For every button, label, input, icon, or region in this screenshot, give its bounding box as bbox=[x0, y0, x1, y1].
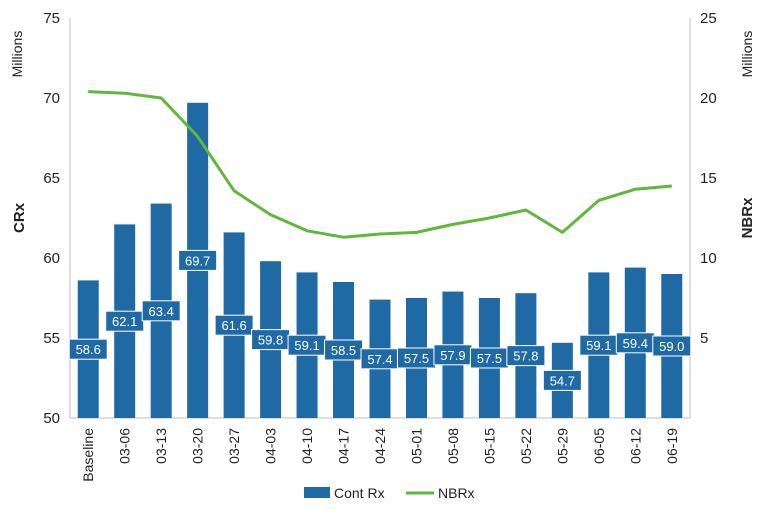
right-tick-label: 15 bbox=[700, 170, 717, 187]
x-category-label: 06-05 bbox=[591, 428, 607, 464]
left-axis-title: CRx bbox=[11, 202, 28, 233]
left-tick-label: 60 bbox=[43, 250, 60, 267]
left-tick-label: 75 bbox=[43, 10, 60, 27]
left-tick-label: 50 bbox=[43, 410, 60, 427]
data-label: 54.7 bbox=[550, 373, 575, 388]
legend-label-cont-rx: Cont Rx bbox=[334, 485, 385, 501]
x-category-label: 04-17 bbox=[336, 428, 352, 464]
bar-data-labels: 58.6 62.1 63.4 69.7 61.6 59.8 59.1 58.5 57.4 57.5… bbox=[68, 249, 692, 391]
data-label: 63.4 bbox=[149, 304, 174, 319]
left-tick-label: 70 bbox=[43, 90, 60, 107]
left-tick-label: 65 bbox=[43, 170, 60, 187]
right-tick-label: 20 bbox=[700, 90, 717, 107]
right-tick-label: 10 bbox=[700, 250, 717, 267]
x-category-label: 03-20 bbox=[190, 428, 206, 464]
data-label: 59.1 bbox=[586, 338, 611, 353]
data-label-box bbox=[542, 369, 582, 391]
data-label: 57.5 bbox=[404, 351, 429, 366]
x-category-label: 05-08 bbox=[445, 428, 461, 464]
x-category-label: 03-27 bbox=[226, 428, 242, 464]
right-axis-unit: Millions bbox=[739, 31, 755, 78]
legend-swatch-cont-rx bbox=[304, 487, 330, 498]
left-axis-unit: Millions bbox=[9, 31, 25, 78]
data-label: 58.5 bbox=[331, 343, 356, 358]
x-category-label: 06-12 bbox=[627, 428, 643, 464]
x-category-label: 05-22 bbox=[518, 428, 534, 464]
x-category-label: 05-01 bbox=[408, 428, 424, 464]
data-label: 59.8 bbox=[258, 333, 283, 348]
data-label-box bbox=[141, 300, 181, 322]
x-category-label: 05-29 bbox=[554, 428, 570, 464]
data-label: 59.1 bbox=[294, 338, 319, 353]
data-label: 59.0 bbox=[659, 339, 684, 354]
data-label: 69.7 bbox=[185, 253, 210, 268]
left-axis: 50 55 60 65 70 75 bbox=[43, 10, 690, 427]
data-label: 62.1 bbox=[112, 314, 137, 329]
data-label-box bbox=[68, 338, 108, 360]
legend-label-nbrx: NBRx bbox=[438, 485, 475, 501]
right-axis-title: NBRx bbox=[739, 197, 756, 238]
x-axis-categories: Baseline 03-06 03-13 03-20 03-27 04-03 04-10 04… bbox=[80, 428, 680, 482]
data-label-box bbox=[652, 335, 692, 357]
data-label-box bbox=[178, 249, 218, 271]
legend: Cont Rx NBRx bbox=[304, 485, 475, 501]
right-tick-label: 5 bbox=[700, 330, 708, 347]
data-label-box bbox=[506, 345, 546, 367]
x-category-label: 04-03 bbox=[263, 428, 279, 464]
data-label: 59.4 bbox=[623, 336, 648, 351]
nbrx-line bbox=[88, 90, 672, 239]
right-axis: 5 10 15 20 25 bbox=[689, 10, 717, 418]
x-category-label: Baseline bbox=[80, 428, 96, 482]
data-label: 58.6 bbox=[76, 342, 101, 357]
x-category-label: 03-13 bbox=[153, 428, 169, 464]
cont-rx-bars bbox=[77, 102, 683, 419]
x-category-label: 05-15 bbox=[481, 428, 497, 464]
x-category-label: 06-19 bbox=[664, 428, 680, 464]
data-label: 57.9 bbox=[440, 348, 465, 363]
data-label: 61.6 bbox=[221, 318, 246, 333]
data-label: 57.4 bbox=[367, 352, 392, 367]
data-label: 57.8 bbox=[513, 349, 538, 364]
right-tick-label: 25 bbox=[700, 10, 717, 27]
x-category-label: 04-10 bbox=[299, 428, 315, 464]
x-category-label: 04-24 bbox=[372, 428, 388, 464]
line-nbrx bbox=[88, 90, 672, 239]
x-category-label: 03-06 bbox=[117, 428, 133, 464]
data-label: 57.5 bbox=[477, 351, 502, 366]
left-tick-label: 55 bbox=[43, 330, 60, 347]
data-label-box bbox=[214, 314, 254, 336]
